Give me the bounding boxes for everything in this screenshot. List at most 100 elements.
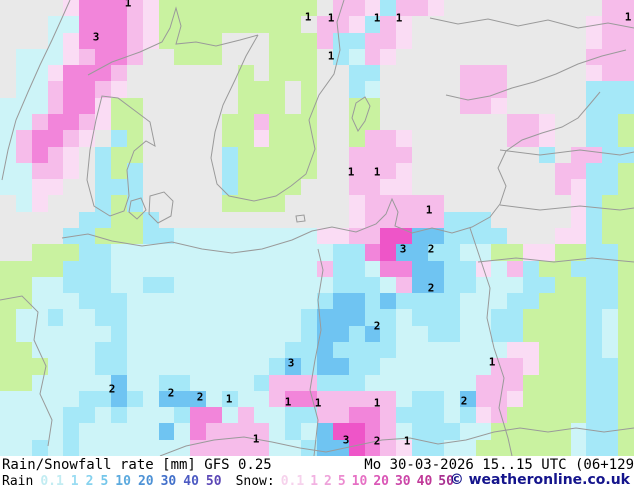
map-cell xyxy=(158,146,175,163)
map-cell xyxy=(285,260,302,277)
map-cell xyxy=(412,32,428,49)
map-cell xyxy=(174,130,191,147)
map-cell xyxy=(427,179,444,196)
map-cell xyxy=(523,342,539,359)
map-cell xyxy=(206,342,222,359)
map-cell xyxy=(427,374,444,391)
map-cell xyxy=(190,325,207,342)
snow-scale-values: 0.1 1 2 5 10 20 30 40 50 xyxy=(275,474,454,489)
map-cell xyxy=(538,32,555,49)
map-cell xyxy=(523,325,539,342)
precip-max-label: 1 xyxy=(373,11,381,25)
map-cell xyxy=(63,276,80,294)
map-cell xyxy=(523,276,539,294)
map-cell xyxy=(443,374,460,391)
map-cell xyxy=(221,390,238,408)
map-cell xyxy=(412,293,428,310)
precip-max-label: 1 xyxy=(225,392,233,406)
map-cell xyxy=(142,390,159,408)
map-cell xyxy=(364,309,381,326)
map-cell xyxy=(158,325,175,342)
map-cell xyxy=(538,390,555,408)
map-cell xyxy=(380,146,397,163)
map-cell xyxy=(63,374,80,391)
precip-max-label: 2 xyxy=(373,434,381,448)
map-cell xyxy=(586,309,603,326)
map-cell xyxy=(348,390,365,408)
map-cell xyxy=(443,407,460,424)
map-cell xyxy=(110,439,127,456)
map-cell xyxy=(602,211,619,228)
map-cell xyxy=(31,276,48,294)
precip-max-label: 2 xyxy=(460,394,468,408)
map-cell xyxy=(95,293,111,310)
map-cell xyxy=(348,32,365,49)
map-cell xyxy=(364,179,381,196)
legend-bar: Rain/Snowfall rate [mm] GFS 0.25 Mo 30-0… xyxy=(0,456,634,490)
map-cell xyxy=(554,325,571,342)
map-cell xyxy=(570,0,587,17)
map-cell xyxy=(396,293,413,310)
map-cell xyxy=(570,260,587,277)
map-cell xyxy=(126,407,143,424)
map-cell xyxy=(491,0,508,17)
map-cell xyxy=(412,16,428,33)
map-cell xyxy=(95,439,111,456)
map-cell xyxy=(364,16,381,33)
map-cell xyxy=(602,325,619,342)
map-cell xyxy=(15,260,32,277)
map-cell xyxy=(253,325,270,342)
map-cell xyxy=(110,81,127,98)
map-cell xyxy=(475,179,492,196)
precip-max-label: 2 xyxy=(108,382,116,396)
map-cell xyxy=(110,407,127,424)
map-cell xyxy=(570,211,587,228)
map-cell xyxy=(142,260,159,277)
map-cell xyxy=(443,162,460,180)
map-cell xyxy=(380,179,397,196)
map-cell xyxy=(79,342,96,359)
map-cell xyxy=(174,276,191,294)
map-cell xyxy=(348,162,365,180)
map-cell xyxy=(602,358,619,375)
map-cell xyxy=(427,32,444,49)
map-cell xyxy=(206,260,222,277)
map-cell xyxy=(348,260,365,277)
map-cell xyxy=(396,65,413,82)
map-cell xyxy=(174,81,191,98)
map-cell xyxy=(602,130,619,147)
map-cell xyxy=(396,407,413,424)
map-cell xyxy=(586,407,603,424)
map-cell xyxy=(364,48,381,66)
map-cell xyxy=(459,32,476,49)
map-cell xyxy=(237,342,254,359)
map-cell xyxy=(348,130,365,147)
map-cell xyxy=(412,97,428,114)
map-cell xyxy=(443,260,460,277)
scale-value: 10 xyxy=(351,473,368,489)
map-cell xyxy=(570,407,587,424)
map-cell xyxy=(602,309,619,326)
map-cell xyxy=(110,358,127,375)
scale-value: 50 xyxy=(438,473,454,489)
scale-value: 50 xyxy=(205,473,222,489)
scale-value: 1 xyxy=(310,473,319,489)
map-cell xyxy=(396,390,413,408)
map-cell xyxy=(523,32,539,49)
map-cell xyxy=(618,179,634,196)
map-cell xyxy=(396,48,413,66)
map-cell xyxy=(47,260,64,277)
map-cell xyxy=(142,423,159,440)
map-cell xyxy=(174,358,191,375)
map-cell xyxy=(380,276,397,294)
map-cell xyxy=(237,309,254,326)
map-cell xyxy=(158,407,175,424)
map-cell xyxy=(554,0,571,17)
map-cell xyxy=(364,32,381,49)
map-cell xyxy=(174,390,191,408)
scale-value: 2 xyxy=(85,473,94,489)
map-cell xyxy=(475,0,492,17)
map-cell xyxy=(570,342,587,359)
map-cell xyxy=(618,114,634,131)
